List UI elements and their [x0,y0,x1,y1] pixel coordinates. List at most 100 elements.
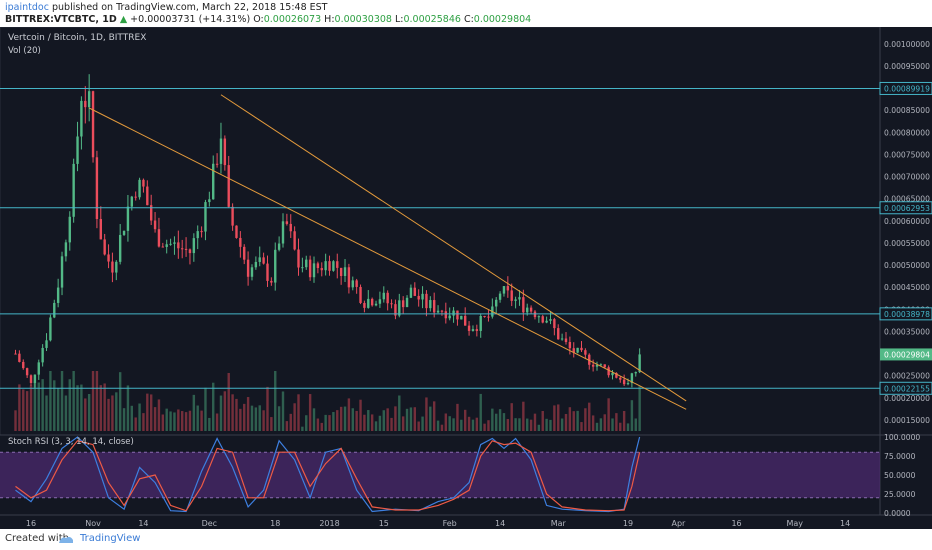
volume-bar [339,406,343,431]
volume-bar [409,407,413,431]
candle-up [549,319,552,321]
time-tick-label: 15 [379,519,389,528]
time-tick-label: Mar [551,519,567,528]
time-axis: 16 Nov 14 Dec 18 2018 15 Feb 14 Mar 19 Apr 16 May 14 [26,519,850,528]
candle-down [584,350,587,355]
candle-down [246,259,250,277]
candle-up [80,100,83,137]
candle-down [107,254,110,262]
volume-bar [188,410,192,431]
volume-bar [367,410,370,431]
volume-bar [138,403,141,431]
volume-bar [200,410,203,431]
candle-up [436,310,440,313]
volume-bar [316,418,320,431]
low-value: 0.00025846 [403,14,461,25]
chart-area[interactable]: 100.0000 75.0000 50.0000 25.0000 0.0000 0.00… [0,26,932,529]
stoch-tick-label: 75.0000 [884,452,916,461]
volume-bar [91,371,95,431]
candle-down [142,179,145,187]
time-tick-label: Nov [85,519,101,528]
publish-line: ipaintdoc published on TradingView.com, … [5,2,327,13]
level-price-box [879,81,932,95]
candle-up [49,317,52,341]
candle-up [374,303,378,306]
volume-bar [622,410,626,431]
price-tick-label: 0.00085000 [884,106,930,115]
candle-down [615,372,618,378]
volume-bar [215,413,219,431]
candle-down [235,225,238,238]
time-tick-label: 14 [840,519,850,528]
volume-bar [56,387,60,431]
volume-bar [634,418,637,431]
volume-bar [53,380,56,431]
candle-down [347,267,351,288]
candle-down [622,379,626,385]
stoch-k-line [15,436,641,513]
volume-bar [320,422,323,431]
volume-bar [382,410,385,431]
volume-bar [444,413,448,431]
time-tick-label: 14 [495,519,505,528]
volume-bar [560,418,564,431]
last-price-label: 0.00029804 [884,350,930,359]
volume-bar [479,393,482,431]
volume-bar [584,408,587,431]
candle-down [591,364,595,367]
volume-bar [157,399,161,431]
candle-up [448,315,451,319]
candle-up [599,364,603,366]
candle-up [192,238,196,254]
volume-bar [246,397,250,431]
candle-down [103,239,106,255]
volume-bar [18,384,21,431]
candle-down [308,259,312,278]
price-tick-label: 0.00020000 [884,394,930,403]
volume-bar [118,372,122,431]
tradingview-logo-icon [59,536,73,543]
candle-down [417,295,420,300]
candle-down [18,353,21,362]
volume-bar [568,407,572,431]
volume-bar [305,415,308,431]
volume-bar [487,420,490,431]
volume-bar [130,405,134,431]
candle-up [118,234,122,262]
volume-bar [460,419,463,431]
volume-bar [293,403,296,431]
candle-up [378,299,382,304]
volume-bar [99,385,102,431]
volume-bar [638,386,641,431]
price-chart-svg[interactable]: 100.0000 75.0000 50.0000 25.0000 0.0000 0.00… [0,26,932,529]
candle-up [212,163,215,200]
candle-up [219,138,223,164]
price-tick-label: 0.00050000 [884,261,930,270]
time-tick-label: 14 [138,519,148,528]
volume-bar [115,392,118,431]
candle-down [529,307,533,312]
candle-down [293,231,296,250]
volume-bar [122,408,126,431]
volume-bar [308,394,312,431]
chart-title: Vertcoin / Bitcoin, 1D, BITTREX [8,33,146,43]
author-link[interactable]: ipaintdoc [5,2,49,13]
candle-up [53,302,56,318]
stoch-tick-label: 50.0000 [884,471,916,480]
candle-down [506,286,510,291]
tradingview-link[interactable]: TradingView [80,533,141,544]
volume-bar [355,410,358,431]
volume-bar [181,411,184,431]
volume-bar [223,391,227,431]
symbol-label: BITTREX:VTCBTC, 1D [5,14,117,25]
candle-down [289,223,292,232]
candle-up [76,136,79,164]
candle-down [541,316,544,323]
volume-bar [471,419,475,431]
volume-bar [25,391,29,431]
candle-up [41,347,44,363]
candle-down [99,219,102,240]
candle-up [638,354,641,373]
change-value: +0.00003731 (+14.31%) [130,14,251,25]
volume-bar [227,372,230,431]
